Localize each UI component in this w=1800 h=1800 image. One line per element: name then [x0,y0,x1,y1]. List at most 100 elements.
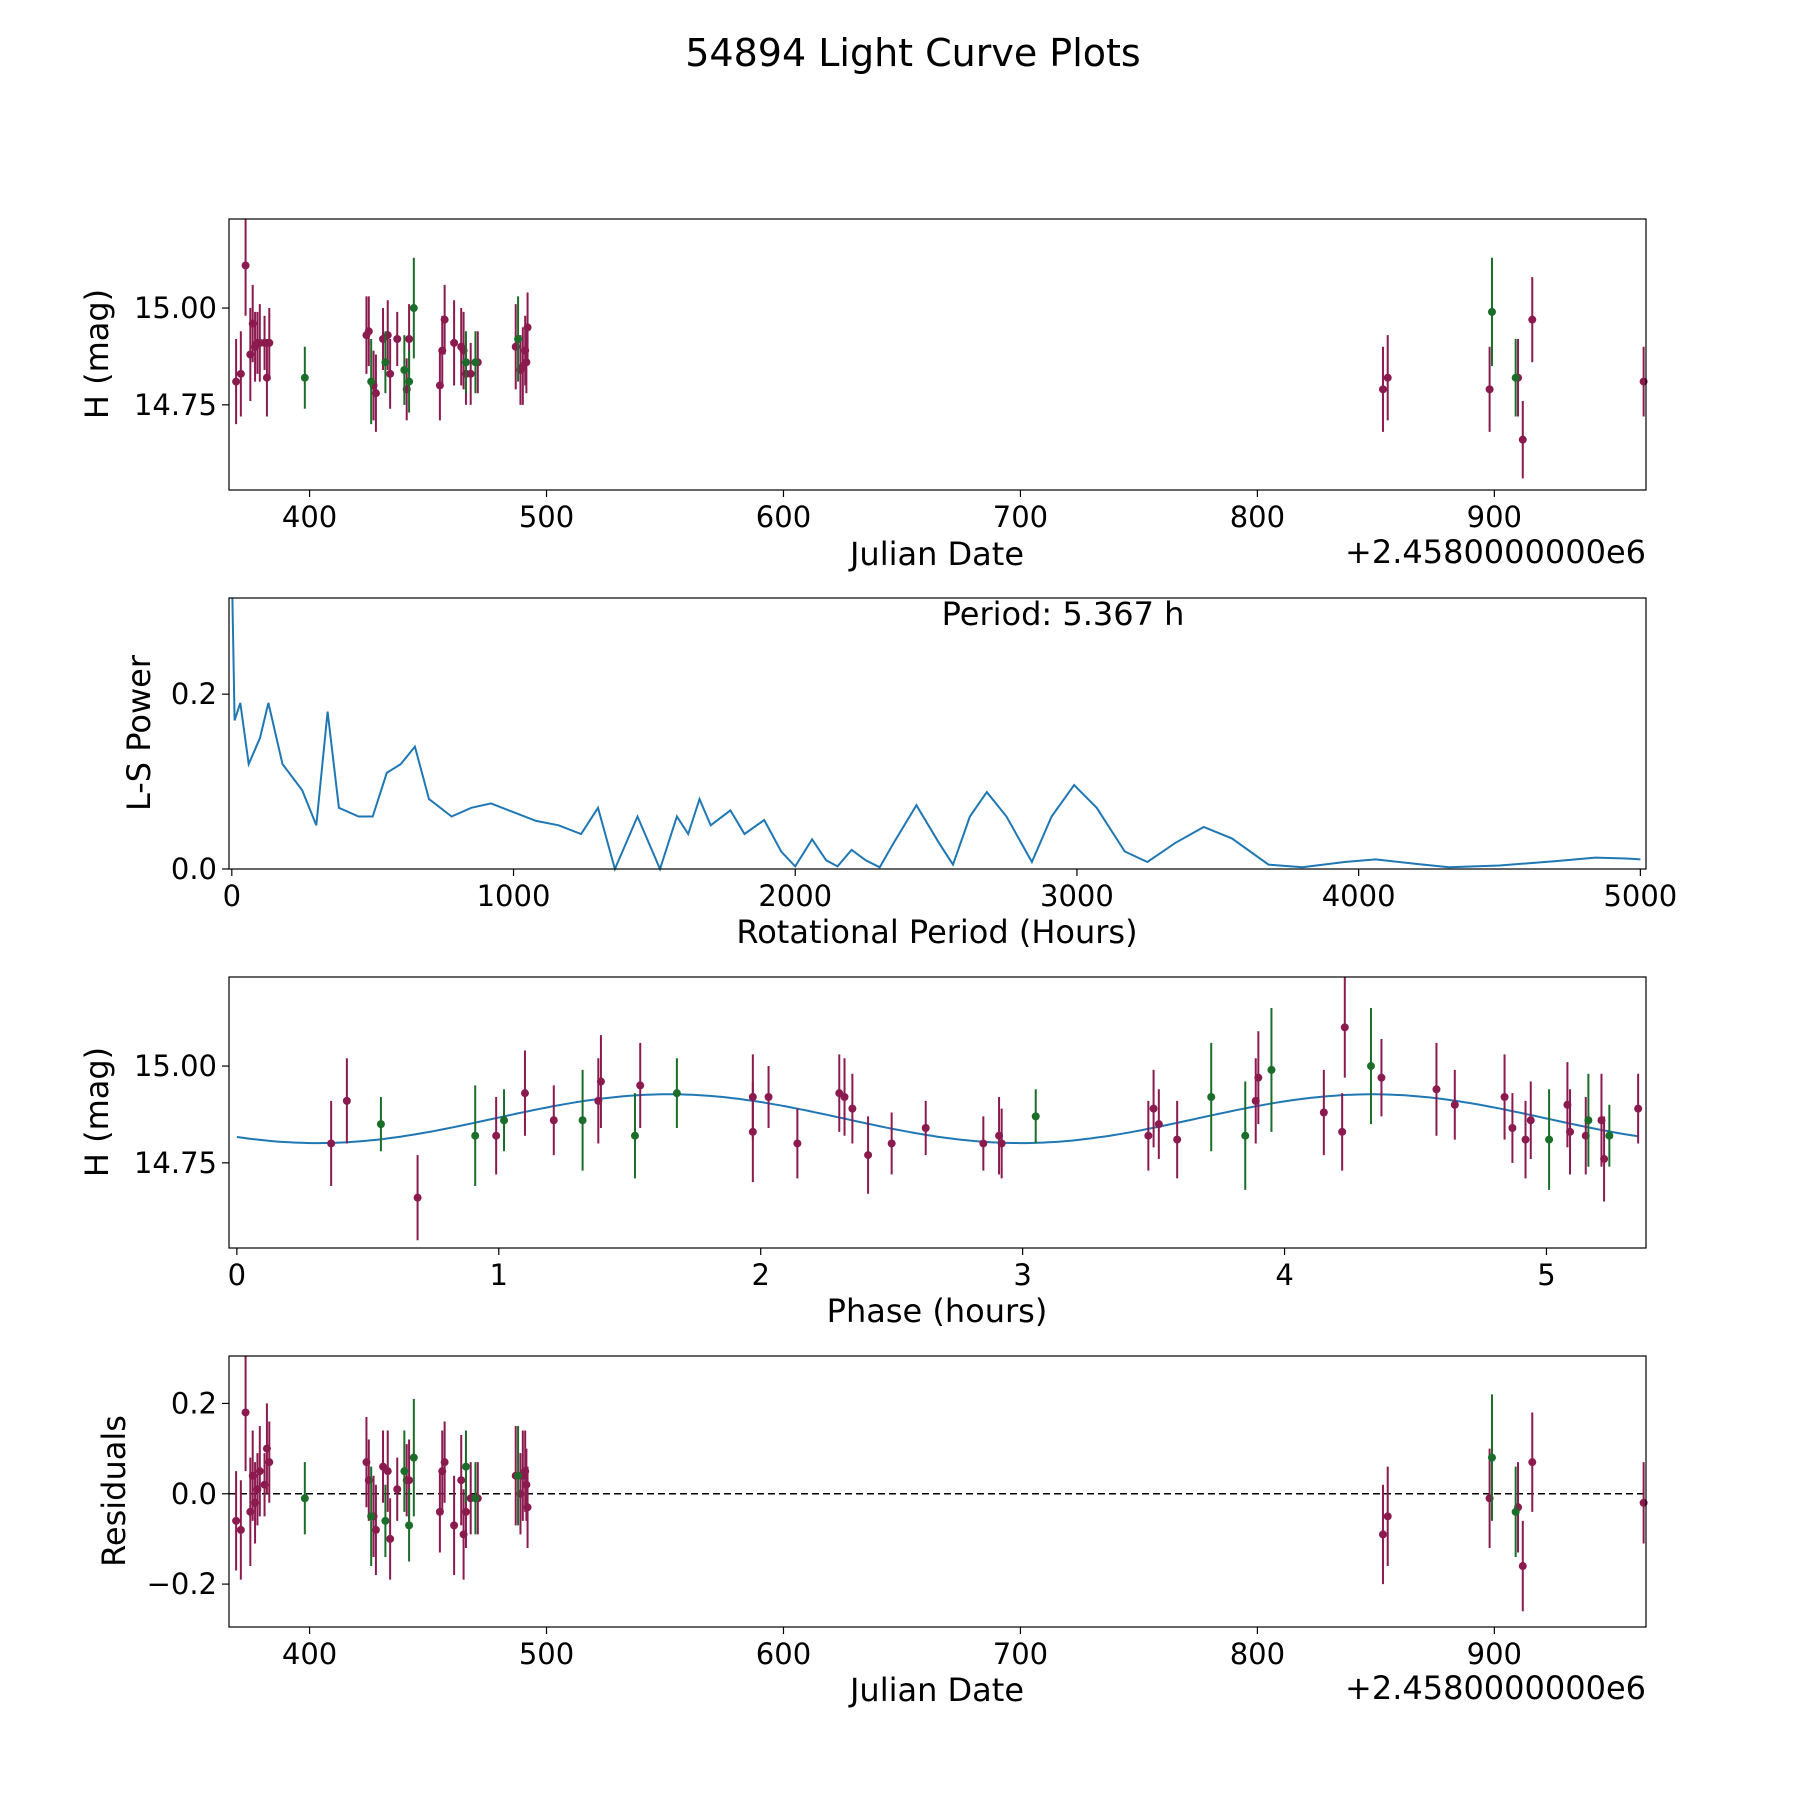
red-data-point [342,1096,351,1105]
red-data-point [549,1116,558,1125]
residuals-xlabel: Julian Date [848,1671,1024,1709]
red-data-point [793,1139,802,1148]
green-data-point [405,377,414,386]
red-data-point [1450,1100,1459,1109]
red-data-point [1566,1127,1575,1136]
red-data-point [383,1467,392,1476]
residuals-marks [229,1356,1648,1612]
periodogram-ticks: 0 1000 2000 3000 4000 5000 0.0 0.2 [171,677,1677,913]
red-data-point [596,1077,605,1086]
red-data-point [1526,1116,1535,1125]
red-data-point [1319,1108,1328,1117]
lightcurve-frame [228,218,1647,491]
phased-ylabel: H (mag) [78,1047,116,1177]
red-data-point [450,338,459,347]
red-data-point [457,1476,466,1485]
periodogram-ylabel: L-S Power [120,654,158,811]
green-data-point [672,1089,681,1098]
x-tick-label: 5000 [1603,879,1677,913]
periodogram-xlabel: Rotational Period (Hours) [736,913,1137,951]
red-data-point [997,1139,1006,1148]
green-data-point [405,1521,414,1530]
red-data-point [461,1507,470,1516]
red-data-point [440,315,449,324]
x-tick-label: 700 [993,1637,1048,1671]
red-data-point [1528,315,1537,324]
red-data-point [466,369,475,378]
x-tick-label: 0 [228,1258,246,1292]
residuals-panel: 400 500 600 700 800 900 −0.2 0.0 0.2 Julian Date… [95,1355,1648,1709]
red-data-point [523,1503,532,1512]
x-tick-label: 700 [993,500,1048,534]
red-data-point [1149,1104,1158,1113]
red-data-point [1173,1135,1182,1144]
x-tick-label: 3 [1013,1258,1031,1292]
green-data-point [381,1516,390,1525]
x-tick-label: 900 [1467,500,1522,534]
red-data-point [492,1131,501,1140]
x-tick-label: 600 [756,500,811,534]
lightcurve-marks [232,219,1648,479]
red-data-point [364,327,373,336]
red-data-point [236,369,245,378]
period-annotation: Period: 5.367 h [942,595,1185,633]
periodogram-frame [228,597,1647,870]
x-tick-label: 800 [1230,500,1285,534]
residuals-x-offset: +2.4580000000e6 [1345,1669,1646,1707]
green-data-point [300,373,309,382]
x-tick-label: 900 [1467,1637,1522,1671]
phased-panel: 0 1 2 3 4 5 14.75 15.00 Phase (hours) H (mag) [78,976,1647,1330]
red-data-point [1383,373,1392,382]
red-data-point [921,1123,930,1132]
green-data-point [1207,1093,1216,1102]
red-data-point [887,1139,896,1148]
red-data-point [840,1093,849,1102]
red-data-point [236,1525,245,1534]
red-data-point [255,1467,264,1476]
red-data-point [371,389,380,398]
red-data-point [1383,1512,1392,1521]
y-tick-label: 0.0 [171,1477,217,1511]
x-tick-label: 5 [1537,1258,1555,1292]
green-data-point [1366,1062,1375,1071]
red-data-point [848,1104,857,1113]
red-data-point [764,1093,773,1102]
x-tick-label: 400 [282,1637,337,1671]
red-data-point [413,1193,422,1202]
red-data-point [748,1127,757,1136]
y-tick-label: −0.2 [147,1567,217,1601]
residuals-frame [228,1355,1647,1628]
green-data-point [1605,1131,1614,1140]
green-data-point [367,377,376,386]
green-data-point [409,1453,418,1462]
y-tick-label: 0.2 [171,1386,217,1420]
red-data-point [1500,1093,1509,1102]
phased-marks [236,977,1643,1241]
red-data-point [522,1480,531,1489]
y-tick-label: 0.2 [171,677,217,711]
lightcurve-panel: 400 500 600 700 800 900 14.75 15.00 Julian Date… [78,218,1648,573]
green-data-point [630,1131,639,1140]
green-data-point [376,1120,385,1129]
green-data-point [300,1494,309,1503]
red-data-point [1634,1104,1643,1113]
red-data-point [1518,435,1527,444]
red-data-point [1600,1154,1609,1163]
red-data-point [393,335,402,344]
red-data-point [232,377,241,386]
green-data-point [400,365,409,374]
residuals-ticks: 400 500 600 700 800 900 −0.2 0.0 0.2 [147,1386,1522,1671]
red-data-point [440,1458,449,1467]
y-tick-label: 0.0 [171,852,217,886]
green-data-point [1487,1453,1496,1462]
x-tick-label: 1000 [477,879,551,913]
green-data-point [471,358,480,367]
x-tick-label: 500 [519,500,574,534]
red-data-point [1521,1135,1530,1144]
red-data-point [1144,1131,1153,1140]
green-data-point [461,358,470,367]
periodogram-marks [231,597,1641,873]
green-data-point [400,1467,409,1476]
y-tick-label: 15.00 [134,291,217,325]
red-data-point [450,1521,459,1530]
